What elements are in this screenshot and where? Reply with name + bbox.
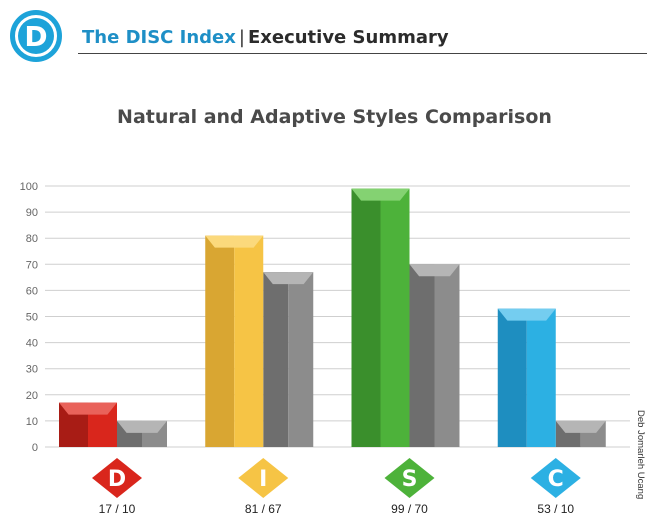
adaptive-bar-s (434, 264, 460, 447)
y-tick-label: 70 (26, 259, 38, 271)
y-tick-label: 100 (20, 181, 38, 193)
natural-bar-c (526, 308, 556, 447)
natural-bar-i-side (205, 235, 235, 447)
diamond-s-icon (384, 458, 435, 498)
y-tick-label: 10 (26, 416, 38, 428)
adaptive-bar-i-side (263, 272, 289, 447)
brand-name: The DISC Index (82, 27, 236, 48)
category-value-label: 53 / 10 (537, 502, 574, 516)
adaptive-bar-d-top (117, 420, 167, 433)
y-tick-label: 20 (26, 390, 38, 402)
section-name: Executive Summary (247, 27, 449, 48)
natural-bar-s-top (351, 188, 410, 201)
adaptive-bar-s-top (409, 264, 460, 277)
adaptive-bar-s-side (409, 264, 435, 447)
diamond-i-icon (238, 458, 289, 498)
logo-letter: D (18, 18, 54, 54)
category-value-label: 81 / 67 (245, 502, 282, 516)
natural-bar-i-top (205, 235, 264, 248)
disc-logo: D (10, 10, 62, 62)
natural-bar-c-side (497, 308, 527, 447)
category-letter: I (259, 467, 267, 492)
title-separator: | (238, 27, 245, 48)
y-tick-label: 0 (32, 442, 38, 454)
adaptive-bar-i (288, 272, 314, 447)
category-value-label: 99 / 70 (391, 502, 428, 516)
natural-bar-c-top (497, 308, 556, 321)
natural-bar-d-top (59, 402, 117, 415)
natural-bar-i (234, 235, 264, 447)
header-title: The DISC Index | Executive Summary (82, 27, 449, 48)
natural-bar-s-side (351, 188, 381, 448)
natural-bar-s (380, 188, 410, 448)
category-letter: S (402, 467, 418, 492)
adaptive-bar-i-top (263, 272, 314, 285)
category-letter: C (548, 467, 564, 492)
y-tick-label: 60 (26, 285, 38, 297)
category-value-label: 17 / 10 (99, 502, 136, 516)
chart-title: Natural and Adaptive Styles Comparison (117, 106, 552, 128)
diamond-c-icon (530, 458, 581, 498)
header-divider (78, 53, 647, 54)
y-tick-label: 30 (26, 364, 38, 376)
adaptive-bar-c-top (555, 420, 606, 433)
y-tick-label: 90 (26, 207, 38, 219)
category-letter: D (108, 467, 126, 492)
y-tick-label: 80 (26, 233, 38, 245)
diamond-d-icon (92, 458, 142, 498)
y-tick-label: 40 (26, 338, 38, 350)
y-tick-label: 50 (26, 312, 38, 324)
